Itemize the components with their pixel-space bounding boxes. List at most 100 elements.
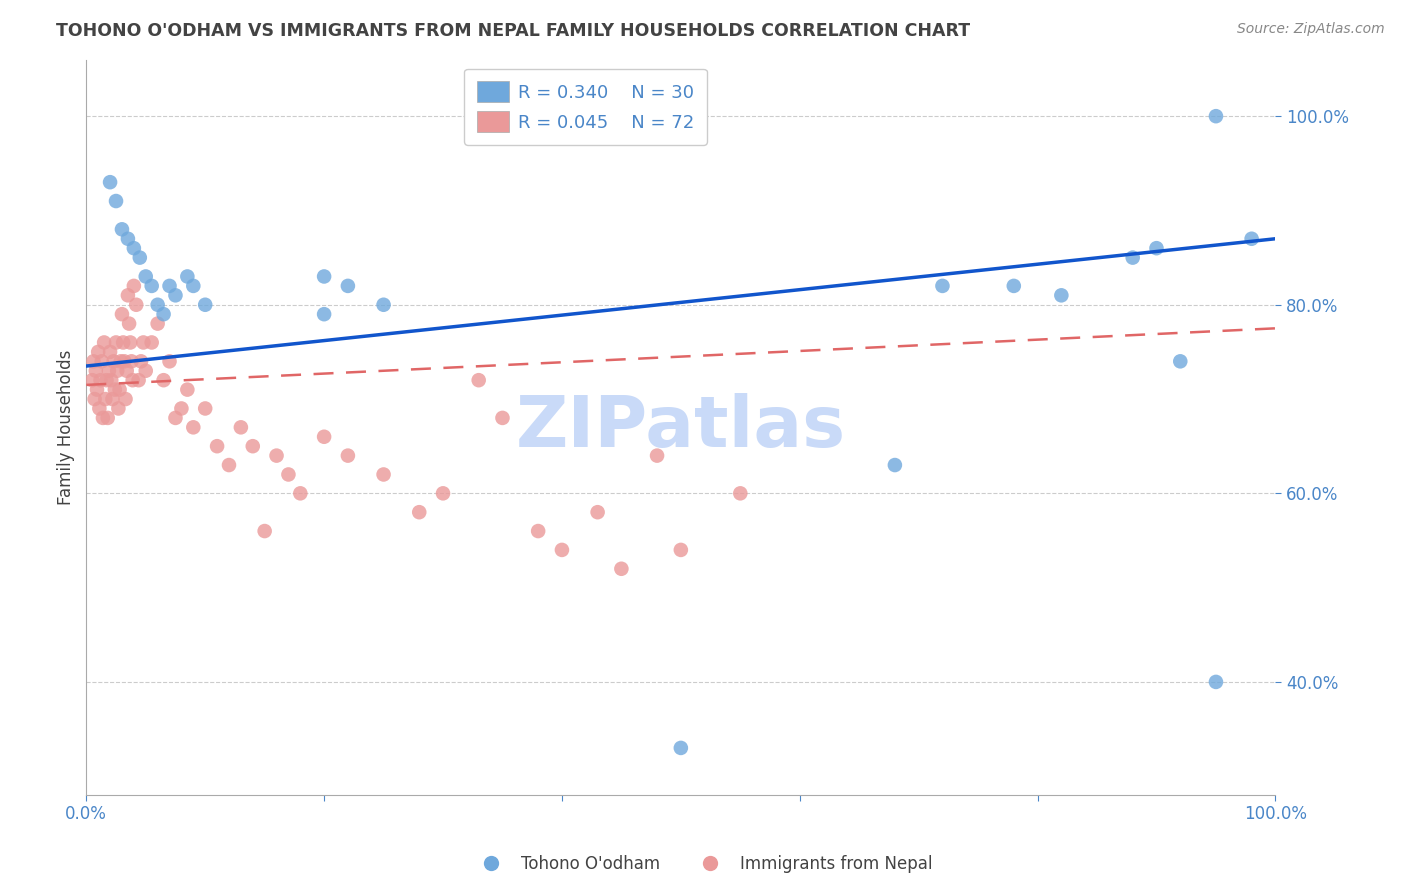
Point bbox=[87, 345, 110, 359]
Point bbox=[491, 411, 513, 425]
Point bbox=[527, 524, 550, 538]
Point bbox=[100, 373, 122, 387]
Point bbox=[1146, 241, 1168, 255]
Point bbox=[141, 279, 163, 293]
Point bbox=[86, 383, 108, 397]
Point bbox=[1122, 251, 1144, 265]
Point bbox=[125, 298, 148, 312]
Point bbox=[176, 383, 198, 397]
Point bbox=[98, 175, 121, 189]
Point bbox=[181, 279, 204, 293]
Text: TOHONO O'ODHAM VS IMMIGRANTS FROM NEPAL FAMILY HOUSEHOLDS CORRELATION CHART: TOHONO O'ODHAM VS IMMIGRANTS FROM NEPAL … bbox=[56, 22, 970, 40]
Point bbox=[1002, 279, 1025, 293]
Point bbox=[1205, 109, 1227, 123]
Point bbox=[96, 373, 118, 387]
Point bbox=[1205, 674, 1227, 689]
Point bbox=[90, 373, 112, 387]
Point bbox=[290, 486, 312, 500]
Point bbox=[373, 298, 395, 312]
Point bbox=[132, 335, 155, 350]
Point bbox=[82, 373, 104, 387]
Point bbox=[111, 307, 134, 321]
Point bbox=[194, 401, 217, 416]
Point bbox=[1168, 354, 1191, 368]
Text: Source: ZipAtlas.com: Source: ZipAtlas.com bbox=[1237, 22, 1385, 37]
Point bbox=[551, 542, 574, 557]
Point bbox=[141, 335, 163, 350]
Point bbox=[114, 392, 136, 406]
Point bbox=[117, 288, 139, 302]
Point bbox=[84, 364, 107, 378]
Point bbox=[93, 335, 115, 350]
Point bbox=[82, 354, 104, 368]
Point bbox=[165, 288, 187, 302]
Point bbox=[931, 279, 953, 293]
Point bbox=[97, 364, 120, 378]
Point bbox=[146, 298, 169, 312]
Point bbox=[730, 486, 752, 500]
Point bbox=[266, 449, 288, 463]
Point bbox=[105, 364, 128, 378]
Point bbox=[152, 373, 174, 387]
Point bbox=[277, 467, 299, 482]
Point bbox=[97, 411, 120, 425]
Point bbox=[373, 467, 395, 482]
Point bbox=[314, 430, 336, 444]
Point bbox=[181, 420, 204, 434]
Point bbox=[135, 269, 157, 284]
Point bbox=[645, 449, 668, 463]
Point bbox=[101, 392, 124, 406]
Point bbox=[669, 740, 692, 755]
Point bbox=[218, 458, 240, 472]
Point bbox=[135, 364, 157, 378]
Point bbox=[467, 373, 489, 387]
Point bbox=[128, 373, 150, 387]
Point bbox=[129, 354, 152, 368]
Point bbox=[314, 307, 336, 321]
Point bbox=[117, 232, 139, 246]
Point bbox=[883, 458, 905, 472]
Legend: Tohono O'odham, Immigrants from Nepal: Tohono O'odham, Immigrants from Nepal bbox=[467, 848, 939, 880]
Point bbox=[90, 354, 112, 368]
Point bbox=[115, 364, 138, 378]
Point bbox=[98, 345, 121, 359]
Point bbox=[152, 307, 174, 321]
Point bbox=[336, 279, 359, 293]
Point bbox=[165, 411, 187, 425]
Text: ZIPatlas: ZIPatlas bbox=[516, 392, 846, 462]
Point bbox=[159, 354, 181, 368]
Point bbox=[112, 354, 135, 368]
Point bbox=[146, 317, 169, 331]
Point bbox=[107, 401, 129, 416]
Point bbox=[91, 411, 114, 425]
Point bbox=[94, 392, 117, 406]
Point bbox=[586, 505, 609, 519]
Point bbox=[105, 335, 128, 350]
Point bbox=[122, 279, 145, 293]
Point bbox=[336, 449, 359, 463]
Point bbox=[253, 524, 276, 538]
Point bbox=[121, 373, 143, 387]
Point bbox=[1050, 288, 1073, 302]
Point bbox=[1240, 232, 1263, 246]
Point bbox=[118, 317, 141, 331]
Point bbox=[408, 505, 430, 519]
Point bbox=[205, 439, 228, 453]
Y-axis label: Family Households: Family Households bbox=[58, 350, 75, 505]
Point bbox=[610, 562, 633, 576]
Point bbox=[170, 401, 193, 416]
Point bbox=[314, 269, 336, 284]
Point bbox=[112, 335, 135, 350]
Point bbox=[105, 194, 128, 208]
Point bbox=[104, 383, 127, 397]
Point bbox=[103, 354, 125, 368]
Point bbox=[128, 251, 150, 265]
Point bbox=[122, 241, 145, 255]
Point bbox=[110, 354, 132, 368]
Point bbox=[242, 439, 264, 453]
Point bbox=[194, 298, 217, 312]
Legend: R = 0.340    N = 30, R = 0.045    N = 72: R = 0.340 N = 30, R = 0.045 N = 72 bbox=[464, 69, 707, 145]
Point bbox=[111, 222, 134, 236]
Point bbox=[120, 335, 142, 350]
Point bbox=[176, 269, 198, 284]
